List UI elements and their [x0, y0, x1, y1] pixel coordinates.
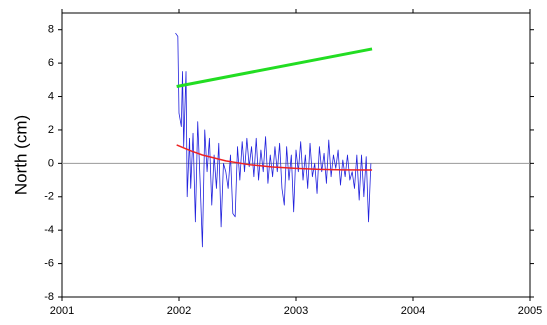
series-line	[176, 144, 373, 171]
y-axis-label: North (cm)	[11, 115, 30, 195]
series-line	[175, 32, 372, 248]
y-tick-label: 0	[48, 157, 54, 169]
y-tick-label: -2	[44, 191, 54, 203]
x-tick-label: 2002	[167, 305, 191, 317]
x-tick-label: 2003	[284, 305, 308, 317]
x-tick-label: 2004	[401, 305, 425, 317]
y-tick-label: 4	[48, 90, 54, 102]
y-tick-label: 6	[48, 57, 54, 69]
x-tick-label: 2005	[518, 305, 542, 317]
y-tick-label: 2	[48, 124, 54, 136]
y-tick-label: -4	[44, 224, 54, 236]
x-tick-label: 2001	[50, 305, 74, 317]
y-tick-label: -6	[44, 257, 54, 269]
y-tick-label: 8	[48, 24, 54, 36]
series-line	[176, 47, 373, 88]
y-tick-label: -8	[44, 291, 54, 303]
